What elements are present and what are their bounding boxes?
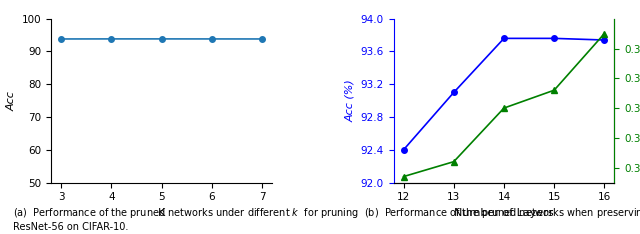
X-axis label: K: K <box>158 208 165 218</box>
X-axis label: Number of Layers: Number of Layers <box>454 208 554 218</box>
Text: (a)  Performance of the pruned networks under different $k$  for pruning  (b)  P: (a) Performance of the pruned networks u… <box>13 206 640 232</box>
Y-axis label: Acc (%): Acc (%) <box>345 79 355 122</box>
Y-axis label: Acc: Acc <box>6 91 16 110</box>
